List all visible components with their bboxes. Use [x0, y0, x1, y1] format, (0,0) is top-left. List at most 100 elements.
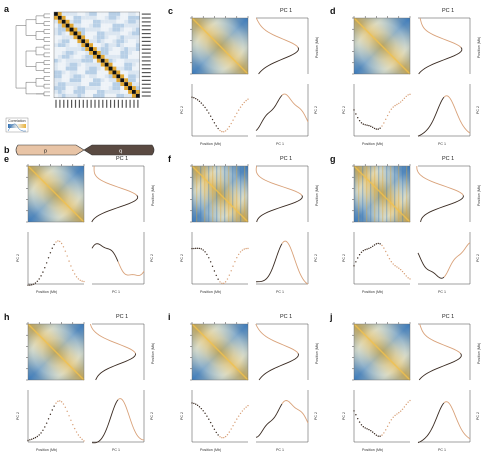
matrix-cell: [104, 39, 109, 44]
matrix-cell: [135, 70, 140, 75]
pc2-point: [379, 435, 381, 437]
pc1-axis-label: PC 1: [438, 142, 446, 146]
matrix-cell: [77, 47, 82, 51]
pc2-point: [45, 262, 48, 264]
matrix-cell: [104, 70, 109, 75]
pc1-profile-light: [416, 165, 464, 196]
panel-a: a Correlation: [4, 4, 151, 133]
pc2-point: [396, 266, 398, 268]
dendrogram-branch: [35, 78, 44, 87]
matrix-cell: [132, 93, 136, 98]
matrix-column-label: [98, 99, 100, 108]
matrix-cell: [85, 78, 90, 83]
pc1-axis-label: PC 1: [112, 448, 120, 452]
matrix-cell: [104, 66, 109, 71]
pc1-profile-dark: [95, 353, 136, 381]
matrix-cell: [57, 93, 62, 98]
position-axis-label: Position (Mb): [477, 343, 481, 364]
pc2-point: [234, 421, 236, 424]
matrix-cell: [85, 39, 90, 44]
matrix-cell: [73, 19, 78, 24]
matrix-cell: [85, 35, 90, 40]
matrix-cell: [65, 86, 70, 90]
matrix-cell: [73, 51, 78, 55]
pc2-point: [209, 115, 212, 117]
matrix-row-label: [141, 52, 151, 54]
matrix-cell: [124, 39, 129, 44]
pc2-point: [368, 428, 370, 431]
matrix-cell: [116, 90, 121, 94]
matrix-cell: [135, 93, 140, 98]
dendrogram-branch: [43, 52, 50, 58]
matrix-cell: [65, 15, 70, 20]
matrix-cell: [81, 93, 86, 98]
pc2-point: [373, 433, 376, 435]
pc2-point: [234, 116, 236, 118]
matrix-cell: [69, 51, 74, 55]
pc1-axis-label: PC 1: [438, 448, 446, 452]
matrix-cell: [124, 82, 129, 87]
pc2-point: [392, 106, 394, 108]
pc2-axis-label: PC 2: [314, 254, 318, 262]
matrix-cell: [81, 15, 86, 20]
matrix-cell: [73, 35, 78, 40]
pc2-point: [55, 402, 57, 404]
pc2-point: [202, 249, 204, 251]
matrix-cell: [132, 62, 136, 67]
matrix-row-label: [141, 87, 151, 89]
matrix-cell: [77, 62, 82, 67]
matrix-cell: [73, 39, 78, 44]
matrix-cell: [112, 15, 117, 20]
pc2-point: [394, 414, 396, 417]
pc2-point: [68, 260, 70, 262]
position-axis-label: Position (Mb): [151, 185, 155, 206]
matrix-cell: [81, 27, 86, 32]
matrix-column-label: [59, 99, 61, 108]
matrix-cell: [116, 54, 121, 59]
matrix-cell: [100, 93, 105, 98]
pc-scatter-trace-light: [443, 401, 471, 440]
matrix-cell: [116, 31, 121, 36]
pc2-point: [81, 438, 83, 441]
matrix-cell: [112, 62, 117, 67]
matrix-cell: [124, 43, 129, 48]
pc2-point: [236, 257, 238, 259]
contact-heatmap: [27, 323, 85, 381]
pc2-point: [75, 431, 78, 433]
matrix-cell: [132, 12, 136, 16]
pc2-point: [191, 402, 193, 404]
correlation-matrix: [53, 11, 141, 99]
pc2-point: [360, 424, 363, 426]
matrix-cell: [135, 35, 140, 40]
pc2-point: [371, 431, 374, 433]
matrix-cell: [124, 66, 129, 71]
pc2-point: [383, 247, 385, 249]
contact-heatmap: [353, 165, 411, 223]
matrix-cell: [61, 78, 66, 83]
pc2-axis-label: PC 2: [314, 106, 318, 114]
matrix-cell: [96, 43, 101, 48]
matrix-cell: [81, 62, 86, 67]
matrix-cell: [57, 31, 62, 36]
pc1-profile-dark: [420, 195, 464, 223]
matrix-cell: [112, 93, 117, 98]
pc2-point: [390, 261, 393, 263]
pc2-point: [40, 432, 42, 434]
dendrogram-branch: [43, 60, 50, 65]
matrix-cell: [128, 15, 132, 20]
matrix-cell: [124, 74, 129, 79]
matrix-column-label: [67, 99, 69, 108]
pc2-point: [42, 429, 44, 431]
matrix-cell: [108, 19, 113, 24]
matrix-cell: [120, 93, 125, 98]
pc-scatter-trace-light: [117, 398, 145, 441]
dendrogram-branch: [35, 46, 44, 56]
matrix-cell: [85, 51, 90, 55]
dendrogram-branch: [43, 29, 50, 34]
matrix-cell: [61, 82, 66, 87]
pc2-point: [208, 112, 210, 114]
pc2-point: [195, 403, 197, 405]
chromatin-panels: c PC 1 Position (Mb) Position (Mb) PC 2 PC 1 P…: [4, 6, 481, 452]
pc2-point: [38, 434, 40, 436]
matrix-cell: [120, 70, 125, 75]
